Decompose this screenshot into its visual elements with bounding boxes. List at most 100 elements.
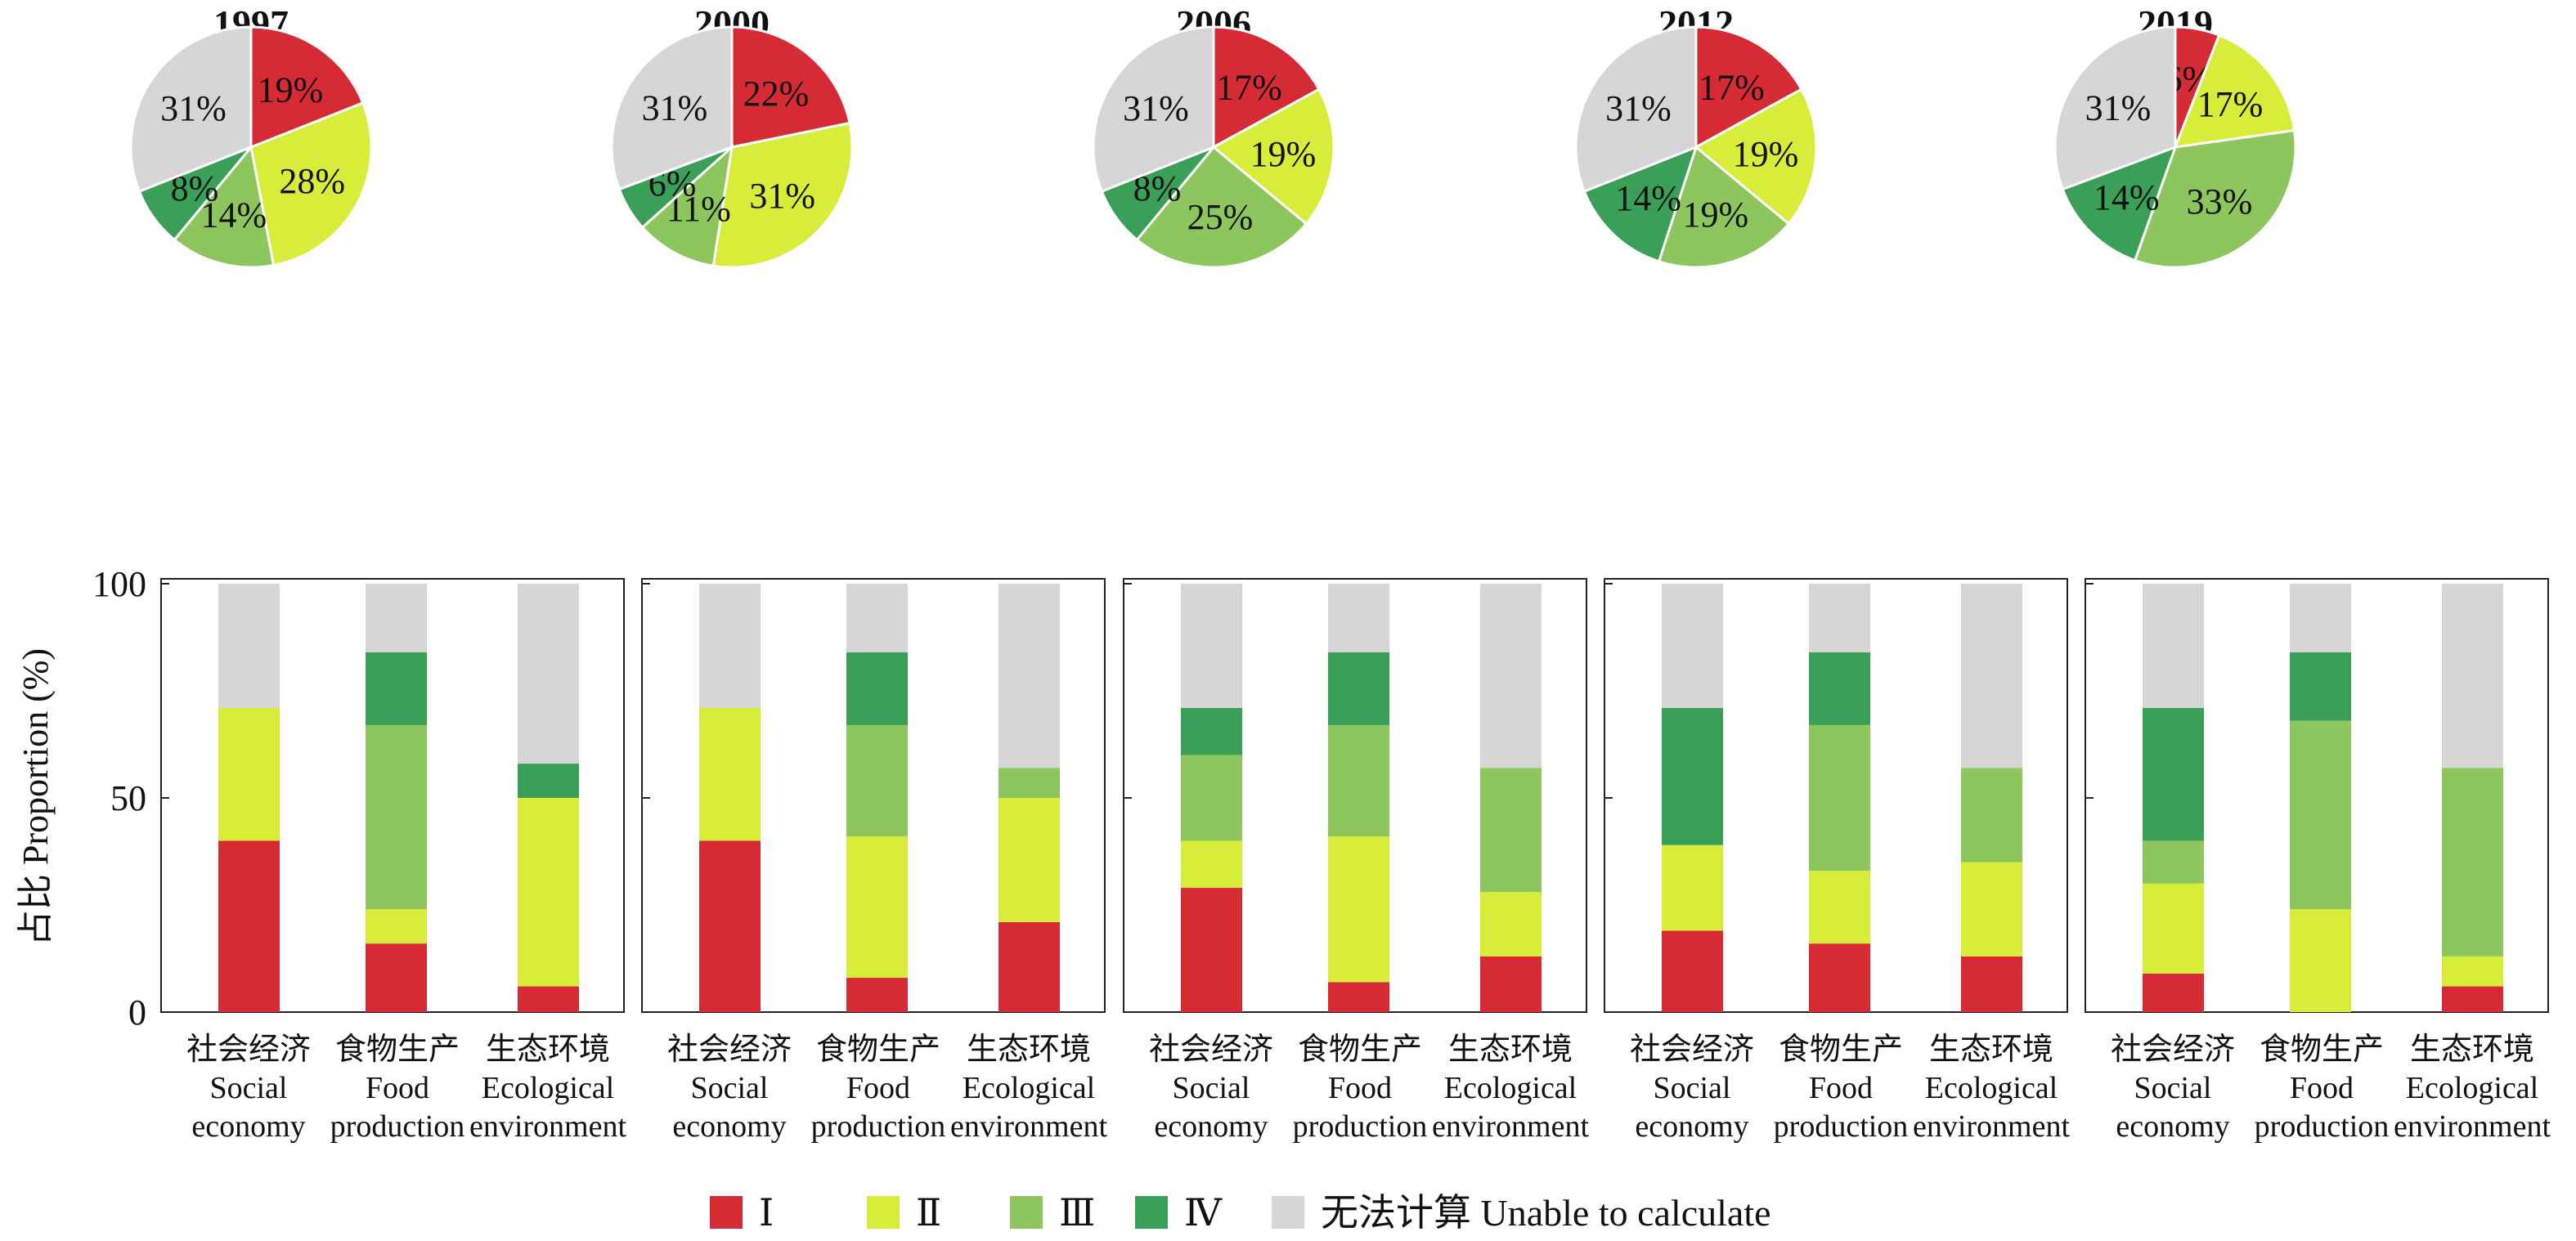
bar-segment-unable — [1328, 584, 1389, 652]
bar-segment-I — [1961, 956, 2022, 1012]
x-category-en1: Social — [1173, 1071, 1250, 1105]
x-category-en2: production — [811, 1109, 946, 1144]
bar-segment-III — [999, 768, 1060, 798]
bar-segment-I — [366, 943, 427, 1012]
bar-segment-unable — [2290, 584, 2351, 652]
bar-segment-unable — [1961, 584, 2022, 768]
bar-segment-II — [2290, 909, 2351, 1012]
bar-segment-unable — [366, 584, 427, 652]
legend-item-II: Ⅱ — [867, 1192, 941, 1234]
legend-swatch — [867, 1196, 900, 1229]
x-category-en2: economy — [191, 1109, 305, 1144]
pie-label-III: 25% — [1187, 197, 1254, 237]
x-category-zh: 社会经济 — [1630, 1033, 1754, 1067]
x-category-zh: 生态环境 — [2410, 1033, 2534, 1067]
bar-segment-II — [2143, 883, 2204, 974]
bar-segment-II — [1662, 845, 1723, 931]
bar-segment-unable — [1662, 584, 1723, 708]
bar-segment-II — [218, 707, 280, 841]
bar-segment-unable — [218, 584, 280, 708]
pie-label-unable: 31% — [160, 88, 227, 128]
x-category-zh: 生态环境 — [967, 1033, 1091, 1067]
x-category-en2: environment — [1913, 1109, 2071, 1144]
bar-segment-III — [2143, 840, 2204, 884]
bar-segment-I — [1181, 888, 1242, 1012]
bar-segment-II — [1961, 862, 2022, 957]
legend-label: Ⅲ — [1059, 1192, 1095, 1234]
y-tick-label: 50 — [110, 778, 146, 818]
legend-label: Ⅱ — [916, 1192, 941, 1234]
x-category-en1: Social — [2134, 1071, 2212, 1105]
pie-label-I: 17% — [1216, 68, 1282, 108]
x-category-zh: 社会经济 — [1149, 1033, 1273, 1067]
pie-slice-unable — [610, 25, 734, 191]
x-category-en1: Food — [366, 1071, 429, 1105]
pie-label-II: 19% — [1250, 134, 1317, 174]
x-category-en2: economy — [672, 1109, 786, 1144]
x-category-en2: economy — [1635, 1109, 1748, 1144]
x-category-en1: Ecological — [482, 1071, 614, 1105]
bar-segment-II — [366, 909, 427, 944]
legend-item-unable: 无法计算 Unable to calculate — [1272, 1192, 1771, 1234]
x-category-en1: Social — [691, 1071, 769, 1105]
legend-swatch — [1010, 1196, 1043, 1229]
pie-slice-III — [1135, 145, 1308, 269]
x-category-en1: Social — [1654, 1071, 1731, 1105]
x-category-zh: 生态环境 — [1448, 1033, 1573, 1067]
x-category-en2: production — [2255, 1109, 2390, 1144]
bar-segment-unable — [999, 584, 1060, 768]
x-category-en1: Food — [846, 1071, 910, 1105]
legend-swatch — [1272, 1196, 1304, 1229]
bar-segment-III — [1961, 768, 2022, 862]
bar-segment-III — [1181, 755, 1242, 841]
pie-label-I: 19% — [258, 70, 324, 110]
x-category-en2: production — [1293, 1109, 1428, 1144]
legend-swatch — [1135, 1196, 1168, 1229]
bar-segment-II — [999, 798, 1060, 922]
bar-segment-IV — [846, 652, 908, 725]
pie-slice-II — [711, 121, 854, 269]
bar-segment-II — [846, 836, 908, 979]
bar-segment-I — [846, 978, 908, 1012]
pie-slice-III — [640, 144, 734, 267]
legend-label: Ⅳ — [1184, 1192, 1223, 1234]
bar-segment-II — [2442, 956, 2503, 987]
pie-slice-I — [1212, 25, 1321, 150]
pie-charts: 199719%28%14%8%31%200022%31%11%6%31%2006… — [129, 2, 2297, 269]
bar-segment-IV — [1328, 652, 1389, 725]
bar-segment-II — [1328, 836, 1389, 983]
x-category-en2: environment — [469, 1109, 627, 1144]
pie-label-III: 19% — [1682, 195, 1748, 235]
bar-segment-unable — [1809, 584, 1870, 652]
legend-label: 无法计算 Unable to calculate — [1321, 1192, 1771, 1234]
bar-segment-I — [2143, 973, 2204, 1012]
x-category-en2: production — [330, 1109, 465, 1144]
x-category-en1: Food — [2290, 1071, 2354, 1105]
pie-slice-I — [249, 25, 365, 150]
x-category-en1: Food — [1809, 1071, 1873, 1105]
x-category-zh: 生态环境 — [486, 1033, 610, 1067]
bar-segment-unable — [1480, 584, 1542, 768]
bar-segment-I — [1809, 943, 1870, 1012]
pie-label-III: 33% — [2187, 181, 2253, 222]
legend-item-IV: Ⅳ — [1135, 1192, 1223, 1234]
x-category-zh: 食物生产 — [1298, 1033, 1422, 1067]
y-tick-label: 100 — [92, 564, 146, 604]
pie-slice-III — [173, 144, 276, 269]
legend-item-I: Ⅰ — [710, 1192, 774, 1234]
x-category-en2: environment — [1432, 1109, 1590, 1144]
pie-label-II: 28% — [279, 161, 345, 201]
bar-segment-III — [846, 724, 908, 837]
bar-segment-IV — [1662, 707, 1723, 845]
x-category-zh: 生态环境 — [1929, 1033, 2053, 1067]
bar-segment-unable — [2442, 584, 2503, 768]
x-category-en2: production — [1774, 1109, 1909, 1144]
pie-label-II: 17% — [2197, 84, 2264, 124]
x-category-en1: Food — [1328, 1071, 1392, 1105]
pie-slice-II — [1211, 87, 1335, 226]
y-tick-label: 0 — [128, 992, 146, 1033]
